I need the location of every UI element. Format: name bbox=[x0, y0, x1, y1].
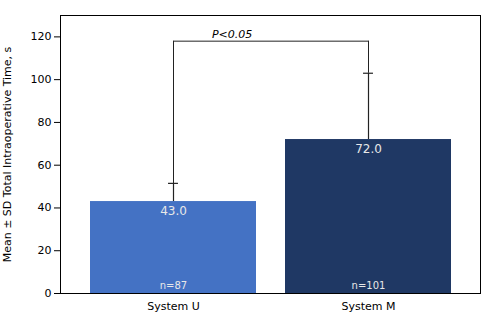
svg-text:Mean ± SD Total Intraoperative: Mean ± SD Total Intraoperative Time, s bbox=[1, 46, 14, 262]
svg-text:P<0.05: P<0.05 bbox=[212, 28, 252, 41]
svg-text:n=101: n=101 bbox=[352, 280, 386, 291]
svg-text:n=87: n=87 bbox=[160, 280, 187, 291]
svg-text:20: 20 bbox=[38, 244, 52, 257]
svg-text:System U: System U bbox=[147, 300, 200, 313]
svg-text:120: 120 bbox=[31, 30, 52, 43]
svg-text:72.0: 72.0 bbox=[355, 142, 382, 156]
svg-text:40: 40 bbox=[38, 201, 52, 214]
svg-text:60: 60 bbox=[38, 159, 52, 172]
svg-text:43.0: 43.0 bbox=[160, 204, 187, 218]
svg-text:100: 100 bbox=[31, 73, 52, 86]
svg-text:System M: System M bbox=[341, 300, 395, 313]
svg-text:0: 0 bbox=[45, 287, 52, 300]
svg-text:80: 80 bbox=[38, 116, 52, 129]
